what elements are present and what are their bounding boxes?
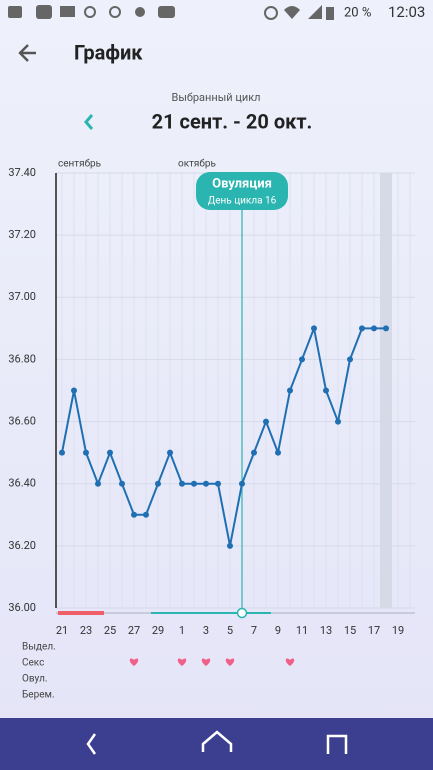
temperature-point — [83, 449, 89, 456]
x-tick-label: 3 — [203, 624, 209, 637]
clock: 12:03 — [388, 3, 425, 21]
temperature-point — [383, 325, 389, 332]
chart: 36.00 36.20 36.40 36.60 36.80 37.00 37.20 37.40… — [8, 158, 415, 701]
nav-recent[interactable] — [326, 734, 348, 754]
ovulation-dot — [236, 607, 248, 619]
y-tick-label: 36.00 — [8, 601, 36, 614]
temperature-point — [119, 480, 125, 487]
sex-heart — [201, 658, 211, 666]
temperature-point — [59, 449, 65, 456]
temperature-point — [191, 480, 197, 487]
temperature-point — [371, 325, 377, 332]
y-tick-label: 36.80 — [8, 352, 36, 365]
x-tick-label: 23 — [80, 624, 92, 637]
temperature-point — [179, 480, 185, 487]
y-tick-label: 37.20 — [8, 228, 36, 241]
y-tick-label: 37.00 — [8, 290, 36, 303]
temperature-point — [359, 325, 365, 332]
row-label: Выдел. — [22, 642, 56, 653]
x-tick-label: 27 — [128, 624, 140, 637]
temperature-point — [227, 542, 233, 549]
x-tick-label: 21 — [56, 624, 68, 637]
cycle-range: 21 сент. - 20 окт. — [152, 109, 313, 133]
sex-heart — [285, 658, 295, 666]
ovulation-subtitle: День цикла 16 — [208, 196, 277, 207]
temperature-point — [299, 356, 305, 363]
temperature-point — [239, 480, 245, 487]
sex-heart — [177, 658, 187, 666]
temperature-point — [263, 418, 269, 425]
ovulation-badge — [196, 172, 288, 210]
temperature-point — [143, 511, 149, 518]
ovulation-title: Овуляция — [212, 176, 272, 191]
temperature-point — [167, 449, 173, 456]
row-label: Берем. — [22, 690, 55, 701]
temperature-point — [347, 356, 353, 363]
x-tick-label: 25 — [104, 624, 116, 637]
back-button[interactable] — [18, 44, 36, 62]
x-tick-label: 11 — [296, 624, 308, 637]
x-tick-label: 29 — [152, 624, 164, 637]
x-tick-label: 17 — [368, 624, 380, 637]
temperature-point — [215, 480, 221, 487]
row-label: Овул. — [22, 674, 48, 685]
sex-heart — [129, 658, 139, 666]
y-tick-label: 36.60 — [8, 414, 36, 427]
temperature-point — [95, 480, 101, 487]
status-icons — [8, 5, 334, 20]
temperature-point — [287, 387, 293, 394]
temperature-point — [275, 449, 281, 456]
temperature-point — [155, 480, 161, 487]
x-tick-label: 9 — [275, 624, 281, 637]
temperature-line — [61, 324, 386, 547]
prev-cycle[interactable] — [84, 114, 94, 130]
temperature-point — [311, 325, 317, 332]
temperature-point — [131, 511, 137, 518]
x-tick-label: 19 — [392, 624, 404, 637]
temperature-point — [71, 387, 77, 394]
nav-home[interactable] — [201, 730, 233, 752]
temperature-point — [203, 480, 209, 487]
screen-title: График — [74, 40, 143, 64]
temperature-point — [107, 449, 113, 456]
nav-back[interactable] — [86, 733, 97, 755]
month-label: сентябрь — [58, 158, 101, 170]
x-tick-label: 13 — [320, 624, 332, 637]
today-column — [380, 173, 392, 608]
temperature-point — [335, 418, 341, 425]
y-tick-label: 37.40 — [8, 166, 36, 179]
battery: 20 % — [344, 5, 371, 20]
sex-heart — [225, 658, 235, 666]
month-label: октябрь — [178, 158, 216, 170]
x-tick-label: 1 — [179, 624, 185, 637]
x-tick-label: 5 — [227, 624, 233, 637]
x-tick-label: 7 — [251, 624, 257, 637]
y-tick-label: 36.40 — [8, 477, 36, 490]
y-tick-label: 36.20 — [8, 539, 36, 552]
x-tick-label: 15 — [344, 624, 356, 637]
temperature-point — [323, 387, 329, 394]
row-label: Секс — [22, 658, 44, 669]
temperature-point — [251, 449, 257, 456]
cycle-caption: Выбранный цикл — [171, 91, 260, 104]
nav-bar — [0, 718, 433, 770]
